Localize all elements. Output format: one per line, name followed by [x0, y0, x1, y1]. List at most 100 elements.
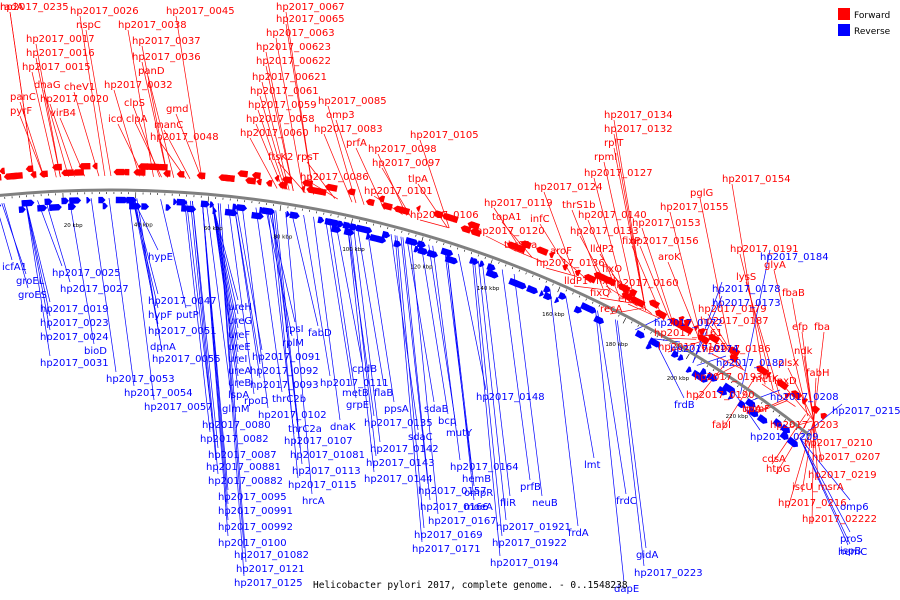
reverse-leader-line	[474, 259, 503, 537]
forward-leader-line	[163, 129, 191, 179]
reverse-gene-label: hp2017_00991	[218, 506, 293, 517]
reverse-gene-label: hp2017_00882	[208, 476, 283, 487]
scale-tick	[760, 401, 763, 404]
forward-gene	[683, 318, 692, 327]
forward-leader-line	[285, 23, 314, 195]
scale-tick	[557, 286, 561, 293]
scale-tick	[394, 228, 396, 231]
scale-tick	[505, 264, 507, 267]
reverse-gene	[61, 197, 69, 205]
scale-label: 100 kbp	[342, 247, 365, 253]
forward-gene-label: fixQ	[590, 288, 610, 299]
scale-label: 20 kbp	[64, 223, 83, 229]
reverse-leader-line	[635, 315, 665, 331]
reverse-gene-label: hp2017_0173	[712, 298, 781, 309]
forward-gene-label: hp2017_0048	[150, 132, 219, 143]
forward-gene	[237, 170, 249, 178]
reverse-gene	[699, 367, 707, 375]
scale-tick	[429, 238, 431, 241]
reverse-gene	[648, 337, 661, 348]
forward-leader-line	[141, 61, 169, 178]
reverse-leader-line	[3, 203, 29, 289]
scale-tick	[801, 432, 804, 435]
forward-gene	[133, 169, 146, 176]
reverse-gene	[538, 290, 544, 297]
forward-gene-label: clpS	[124, 98, 145, 109]
forward-gene-label: metK	[752, 374, 779, 385]
reverse-gene	[209, 201, 215, 208]
reverse-gene-label: ureB	[228, 378, 251, 389]
forward-gene-label: hp2017_0098	[368, 144, 437, 155]
forward-gene	[729, 354, 739, 363]
gene-features	[0, 162, 828, 448]
forward-leader-line	[9, 11, 35, 179]
forward-gene	[470, 228, 482, 238]
forward-gene-label: tpiA	[742, 404, 762, 415]
reverse-gene-label: hp2017_0025	[52, 268, 121, 279]
reverse-gene-label: fliR	[500, 498, 516, 509]
reverse-leader-line	[402, 237, 431, 501]
reverse-gene-label: lmt	[584, 460, 601, 471]
reverse-gene	[232, 203, 239, 211]
forward-gene-label: iscU_msrA	[792, 482, 844, 493]
scale-tick	[611, 311, 614, 314]
figure-caption: Helicobacter pylori 2017, complete genom…	[313, 580, 628, 591]
forward-leader-line	[641, 227, 675, 327]
reverse-gene	[492, 271, 499, 279]
forward-gene-label: hp2017_0190	[686, 390, 755, 401]
scale-tick	[443, 242, 445, 246]
forward-gene-label: hp2017_0026	[70, 6, 139, 17]
reverse-leader-line	[616, 320, 647, 549]
forward-gene-label: hp2017_0124	[534, 182, 603, 193]
scale-tick	[643, 328, 646, 331]
reverse-gene	[554, 296, 560, 304]
forward-gene	[515, 244, 527, 254]
scale-tick	[618, 314, 620, 317]
forward-gene	[633, 298, 646, 308]
scale-label: 140 kbp	[477, 286, 500, 292]
forward-gene-label: hp2017_0017	[26, 34, 95, 45]
scale-tick	[778, 414, 781, 417]
forward-gene-label: hp2017_0085	[318, 96, 387, 107]
reverse-leader-line	[275, 210, 303, 465]
reverse-gene-label: hp2017_0167	[428, 516, 497, 527]
forward-leader-line	[79, 15, 106, 177]
reverse-gene-label: hp2017_01921	[496, 522, 571, 533]
scale-tick	[730, 381, 733, 384]
reverse-gene-label: fabD	[308, 328, 332, 339]
scale-label: 160 kbp	[542, 312, 565, 318]
forward-gene-label: nspC	[76, 20, 101, 31]
forward-leader-line	[627, 303, 660, 319]
reverse-gene	[365, 233, 372, 240]
reverse-gene	[779, 431, 789, 440]
forward-gene	[623, 286, 631, 294]
reverse-leader-line	[396, 235, 425, 529]
reverse-leader-line	[346, 223, 375, 473]
forward-gene	[700, 335, 711, 345]
legend: Forward Reverse	[838, 8, 891, 37]
reverse-gene	[737, 400, 746, 409]
reverse-gene-label: hp2017_0019	[40, 304, 109, 315]
reverse-gene-label: sdaC	[408, 432, 433, 443]
forward-gene-label: ndk	[794, 346, 813, 357]
reverse-leader-line	[615, 319, 645, 567]
reverse-gene	[717, 386, 728, 396]
reverse-gene	[685, 366, 692, 373]
reverse-gene-label: frdC	[616, 496, 637, 507]
reverse-leader-line	[692, 295, 723, 364]
reverse-gene-label: hp2017_0157	[418, 486, 487, 497]
forward-gene-label: pyrF	[10, 106, 32, 117]
reverse-gene	[181, 205, 189, 212]
reverse-gene-label: neuB	[532, 498, 558, 509]
reverse-gene-label: hypE	[148, 252, 173, 263]
reverse-gene-label: rpoD	[244, 396, 269, 407]
forward-leader-line	[19, 115, 45, 179]
forward-gene	[324, 183, 338, 192]
reverse-gene-label: hp2017_0171	[412, 544, 481, 555]
reverse-leader-line	[255, 207, 283, 393]
scale-tick	[484, 256, 486, 259]
reverse-gene	[404, 237, 419, 246]
forward-gene	[728, 346, 741, 357]
scale-tick	[552, 283, 554, 286]
forward-gene	[0, 174, 2, 181]
